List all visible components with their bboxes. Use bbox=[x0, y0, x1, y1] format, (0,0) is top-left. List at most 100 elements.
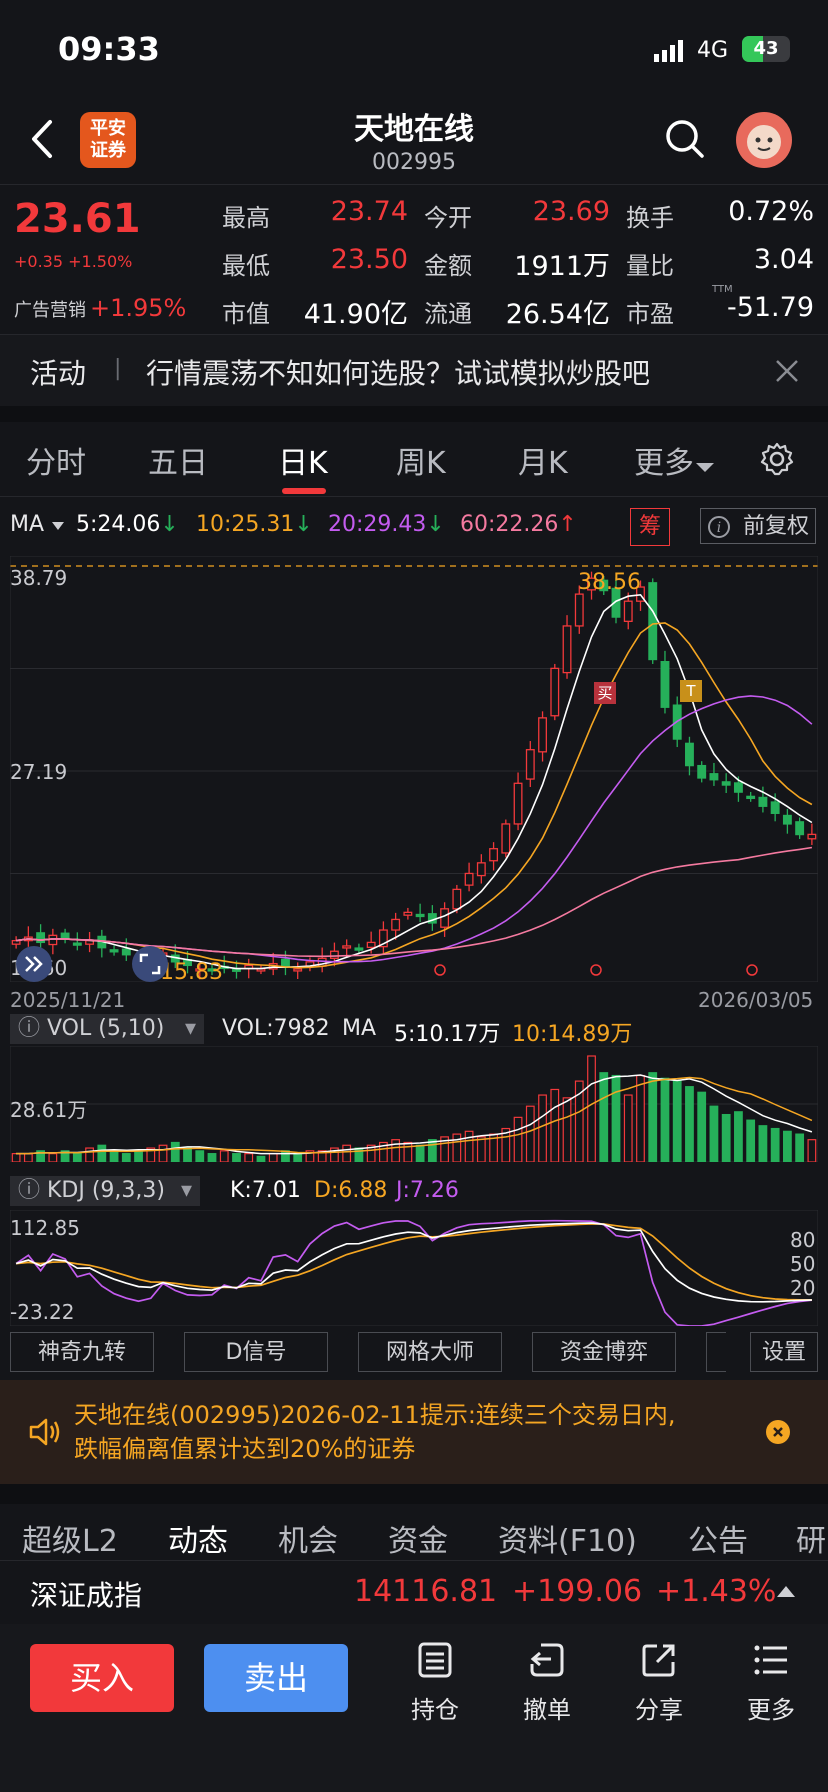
vol-axis-label: 28.61万 bbox=[10, 1098, 88, 1122]
buy-button[interactable]: 买入 bbox=[30, 1644, 174, 1712]
buy-marker[interactable]: 买 bbox=[594, 682, 616, 704]
tool-overflow[interactable] bbox=[706, 1332, 726, 1372]
kdj-chart[interactable] bbox=[10, 1210, 818, 1326]
volume-bar bbox=[11, 1153, 21, 1162]
kdj-axis-top: 112.85 bbox=[10, 1216, 80, 1240]
volume-bar bbox=[452, 1133, 462, 1162]
share-button[interactable]: 分享 bbox=[614, 1640, 704, 1725]
tab-five-day[interactable]: 五日 bbox=[148, 446, 208, 481]
kdj-indicator-select[interactable]: ⓘ KDJ (9,3,3) ▾ bbox=[10, 1176, 200, 1206]
subtab-l2[interactable]: 超级L2 bbox=[22, 1524, 118, 1559]
subtab-f10[interactable]: 资料(F10) bbox=[498, 1524, 637, 1559]
search-icon[interactable] bbox=[664, 118, 706, 160]
tab-more[interactable]: 更多 bbox=[634, 438, 714, 482]
battery-icon: 43 bbox=[742, 36, 790, 62]
candle-body bbox=[574, 593, 584, 627]
volume-bar bbox=[170, 1141, 180, 1162]
sector-info[interactable]: 广告营销 +1.95% bbox=[14, 294, 186, 322]
notice-message[interactable]: 行情震荡不知如何选股？试试模拟炒股吧 bbox=[146, 357, 651, 390]
stock-code: 002995 bbox=[372, 150, 456, 175]
tab-monthly-k[interactable]: 月K bbox=[518, 446, 568, 481]
vol-ma-label: MA bbox=[342, 1016, 377, 1041]
subtab-news[interactable]: 动态 bbox=[168, 1524, 228, 1559]
speaker-icon bbox=[29, 1418, 60, 1446]
volume-bar bbox=[440, 1136, 450, 1162]
candle-body bbox=[525, 749, 535, 780]
fullscreen-button[interactable] bbox=[132, 946, 168, 982]
adjust-button[interactable]: i 前复权 bbox=[700, 508, 816, 544]
active-tab-indicator bbox=[282, 488, 326, 494]
volume-bar bbox=[734, 1111, 743, 1162]
chip-button[interactable]: 筹 bbox=[630, 508, 670, 546]
volume-bar bbox=[672, 1080, 682, 1162]
volume-bar bbox=[281, 1150, 290, 1162]
svg-text:i: i bbox=[717, 520, 721, 536]
section-gap bbox=[0, 1484, 828, 1504]
avatar[interactable] bbox=[736, 112, 792, 168]
tab-daily-k[interactable]: 日K bbox=[278, 446, 328, 481]
tab-intraday[interactable]: 分时 bbox=[26, 446, 86, 481]
subtab-announcement[interactable]: 公告 bbox=[688, 1524, 748, 1559]
quote-label-volratio: 量比 bbox=[626, 252, 674, 280]
tool-settings[interactable]: 设置 bbox=[750, 1332, 818, 1372]
subtab-capital[interactable]: 资金 bbox=[388, 1524, 448, 1559]
activity-notice[interactable] bbox=[0, 334, 828, 407]
volume-bar bbox=[464, 1130, 474, 1162]
alert-close-button[interactable] bbox=[766, 1420, 790, 1444]
risk-alert[interactable] bbox=[0, 1380, 828, 1484]
vol-ma5-line bbox=[16, 1074, 813, 1155]
candle-body bbox=[758, 796, 768, 807]
tool-grid-master[interactable]: 网格大师 bbox=[358, 1332, 502, 1372]
candle-body bbox=[550, 667, 560, 717]
undo-icon bbox=[530, 1643, 564, 1677]
chevron-down-icon bbox=[696, 463, 714, 472]
vol-indicator-select[interactable]: ⓘ VOL (5,10) ▾ bbox=[10, 1014, 204, 1044]
tool-nine-turn[interactable]: 神奇九转 bbox=[10, 1332, 154, 1372]
volume-bar bbox=[342, 1144, 352, 1162]
kdj-level-50: 50 bbox=[790, 1252, 816, 1276]
kdj-level-20: 20 bbox=[790, 1276, 816, 1300]
volume-chart[interactable] bbox=[10, 1046, 818, 1162]
avatar-face-icon bbox=[747, 125, 781, 159]
ma5-value: 5:24.06↓ bbox=[76, 512, 179, 537]
subtab-research[interactable]: 研 bbox=[796, 1524, 826, 1559]
tab-more-label: 更多 bbox=[634, 446, 694, 481]
volume-bar bbox=[207, 1153, 217, 1162]
caret-down-icon: ▾ bbox=[184, 1016, 196, 1041]
expand-left-button[interactable] bbox=[16, 946, 52, 982]
period-tabs bbox=[0, 422, 828, 497]
tool-d-signal[interactable]: D信号 bbox=[184, 1332, 328, 1372]
share-icon bbox=[642, 1644, 675, 1677]
kdj-j: J:7.26 bbox=[396, 1178, 459, 1203]
tool-capital-game[interactable]: 资金博弈 bbox=[532, 1332, 676, 1372]
caret-up-icon[interactable] bbox=[776, 1584, 796, 1598]
tab-weekly-k[interactable]: 周K bbox=[396, 446, 446, 481]
ma60-line bbox=[15, 846, 813, 958]
quote-value-turnover: 0.72% bbox=[728, 196, 814, 227]
cancel-order-button[interactable]: 撤单 bbox=[502, 1640, 592, 1725]
quote-value-pe: -51.79 bbox=[726, 292, 814, 323]
min-price-label: 15.83 bbox=[160, 960, 223, 985]
kdj-k-line bbox=[15, 1222, 812, 1303]
volume-bar bbox=[158, 1144, 168, 1162]
volume-bar bbox=[623, 1094, 633, 1162]
subtab-opportunity[interactable]: 机会 bbox=[278, 1524, 338, 1559]
close-icon[interactable] bbox=[774, 358, 800, 384]
volume-bar bbox=[427, 1139, 437, 1162]
price-change: +0.35 +1.50% bbox=[14, 252, 133, 271]
sell-button[interactable]: 卖出 bbox=[204, 1644, 348, 1712]
info-icon: ⓘ bbox=[18, 1016, 47, 1041]
candle-body bbox=[599, 579, 609, 592]
more-button[interactable]: 更多 bbox=[726, 1640, 816, 1725]
kline-chart[interactable] bbox=[10, 556, 818, 982]
section-gap bbox=[0, 406, 828, 422]
ma-selector[interactable]: MA bbox=[10, 512, 65, 537]
gear-icon[interactable] bbox=[760, 442, 794, 476]
volume-bar bbox=[403, 1141, 413, 1162]
event-marker bbox=[590, 964, 602, 976]
back-icon[interactable] bbox=[26, 118, 60, 160]
hold-button[interactable]: 持仓 bbox=[390, 1640, 480, 1725]
quote-label-mktcap: 市值 bbox=[222, 300, 270, 328]
y-axis-high: 38.79 bbox=[10, 566, 68, 590]
t-marker[interactable]: T bbox=[680, 680, 702, 702]
